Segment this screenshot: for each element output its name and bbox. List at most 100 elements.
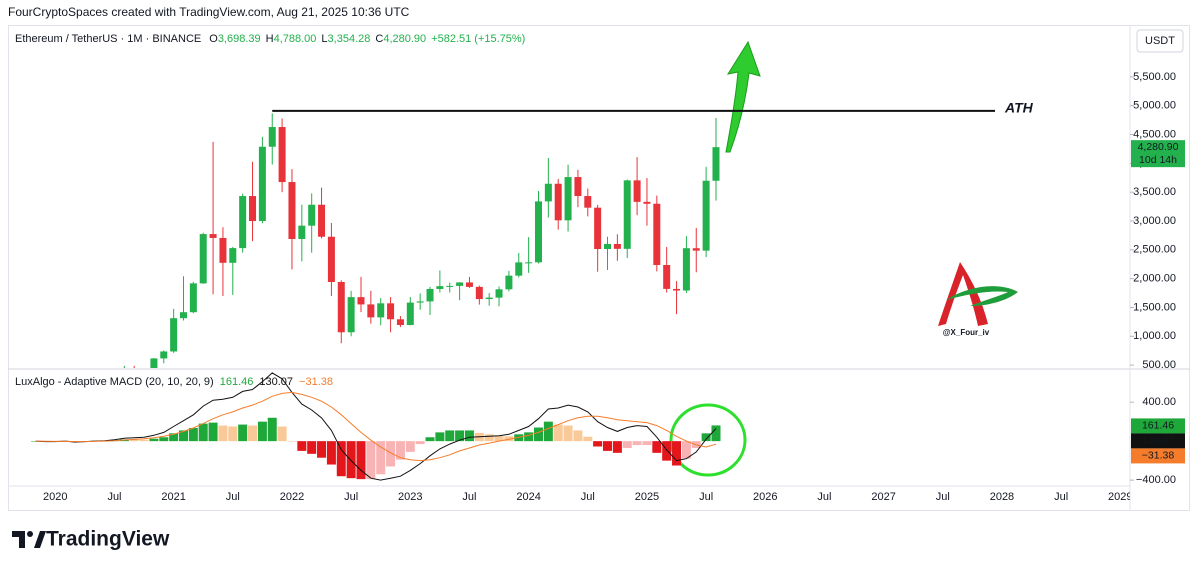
histogram-bar (435, 432, 445, 442)
candle-body (121, 369, 128, 374)
histogram-bar (455, 430, 465, 442)
value-badge-label: 161.46 (1142, 420, 1174, 432)
candle-body (219, 237, 227, 263)
histogram-bar (524, 432, 534, 442)
legend-value: −31.38 (299, 376, 333, 388)
histogram-bar (681, 441, 691, 459)
candle-body (544, 183, 552, 202)
candle-body (170, 318, 178, 352)
histogram-bar (514, 434, 524, 442)
candle-body (584, 196, 592, 208)
histogram-bar (228, 426, 238, 442)
histogram-bar (484, 434, 494, 442)
candle-body (702, 180, 710, 251)
histogram-bar (533, 427, 543, 442)
histogram-bar (149, 438, 159, 442)
histogram-bar (277, 426, 287, 442)
candle-body (623, 180, 631, 249)
ohlc-prefix: L (321, 33, 327, 45)
histogram-bar (257, 421, 267, 442)
histogram-bar (395, 441, 405, 460)
histogram-bar (672, 441, 682, 466)
candle-body (712, 147, 720, 181)
x-tick-label: 2026 (753, 491, 777, 503)
candle-body (377, 303, 385, 318)
candle-body (406, 302, 414, 325)
histogram-bar (188, 427, 198, 442)
y-tick-label: −400.00 (1136, 474, 1176, 486)
histogram-bar (178, 430, 188, 442)
value-axis: 500.00 1,000.00 1,500.00 2,000.00 2,500.00 3,… (1130, 71, 1185, 486)
value-badge-label: −31.38 (1142, 450, 1175, 462)
histogram-bar (139, 439, 149, 442)
histogram-bar (159, 437, 169, 442)
candle-body (396, 319, 404, 325)
x-tick-label: 2023 (398, 491, 422, 503)
candle-body (613, 243, 621, 249)
candle-body (673, 288, 681, 291)
y-tick-label: 1,500.00 (1133, 301, 1176, 313)
histogram-bar (425, 437, 435, 442)
histogram-bar (317, 441, 327, 458)
histogram-bar (297, 441, 307, 451)
candle-body (495, 289, 503, 298)
candle-body (643, 201, 651, 204)
histogram-bar (169, 433, 179, 442)
histogram-bar (622, 441, 632, 448)
x-tick-label: Jul (817, 491, 831, 503)
macd-line (35, 391, 717, 462)
candle-body (239, 196, 247, 249)
candle-body (426, 288, 434, 302)
frame (8, 25, 1190, 511)
x-tick-label: Jul (462, 491, 476, 503)
candle-body (564, 177, 572, 221)
candle-body (653, 203, 661, 265)
value-badge (1131, 448, 1185, 464)
histogram-bar (612, 441, 622, 453)
candle-body (525, 262, 533, 264)
histogram-bar (267, 417, 277, 442)
candle-body (633, 180, 641, 202)
y-tick-label: 1,000.00 (1133, 330, 1176, 342)
value-badge-label: 130.07 (1142, 435, 1174, 447)
histogram-bar (336, 441, 346, 477)
candle-body (337, 281, 345, 333)
histogram-bar (218, 425, 228, 442)
histogram-bar (248, 425, 258, 442)
macd-line (35, 372, 717, 481)
histogram-bar (464, 430, 474, 442)
legend-value: 161.46 (220, 376, 254, 388)
candle-body (692, 248, 700, 251)
candle-body (189, 283, 197, 313)
ohlc-prefix: C (375, 33, 383, 45)
value-badge (1131, 433, 1185, 449)
arrow (725, 40, 761, 153)
y-tick-label: 4,500.00 (1133, 128, 1176, 140)
histogram-bar (563, 425, 573, 442)
annotation: ATH (1004, 100, 1034, 116)
histogram-bar (238, 424, 248, 442)
symbol: Ethereum / TetherUS · 1M · BINANCE (15, 33, 201, 45)
candle-body (150, 358, 158, 368)
candle-body (604, 243, 612, 250)
y-tick-label: 400.00 (1142, 396, 1176, 408)
histogram-bar (31, 441, 41, 442)
x-tick-label: 2028 (990, 491, 1014, 503)
footer: TradingView (46, 528, 170, 551)
candle-body (141, 372, 148, 373)
candle-body (209, 234, 217, 238)
histogram-bar (415, 441, 425, 445)
candle-body (367, 304, 375, 318)
candle-body (594, 207, 602, 250)
candle-body (288, 182, 296, 239)
histogram-bar (573, 430, 583, 442)
footer-logo (12, 531, 46, 548)
candle-body (554, 183, 562, 221)
histogram-bar (543, 421, 553, 442)
x-tick-label: Jul (936, 491, 950, 503)
legend-value: 130.07 (259, 376, 293, 388)
histogram-bar (593, 441, 603, 447)
histogram-bar (376, 441, 386, 475)
x-tick-label: 2020 (43, 491, 67, 503)
candle-body (475, 286, 483, 300)
